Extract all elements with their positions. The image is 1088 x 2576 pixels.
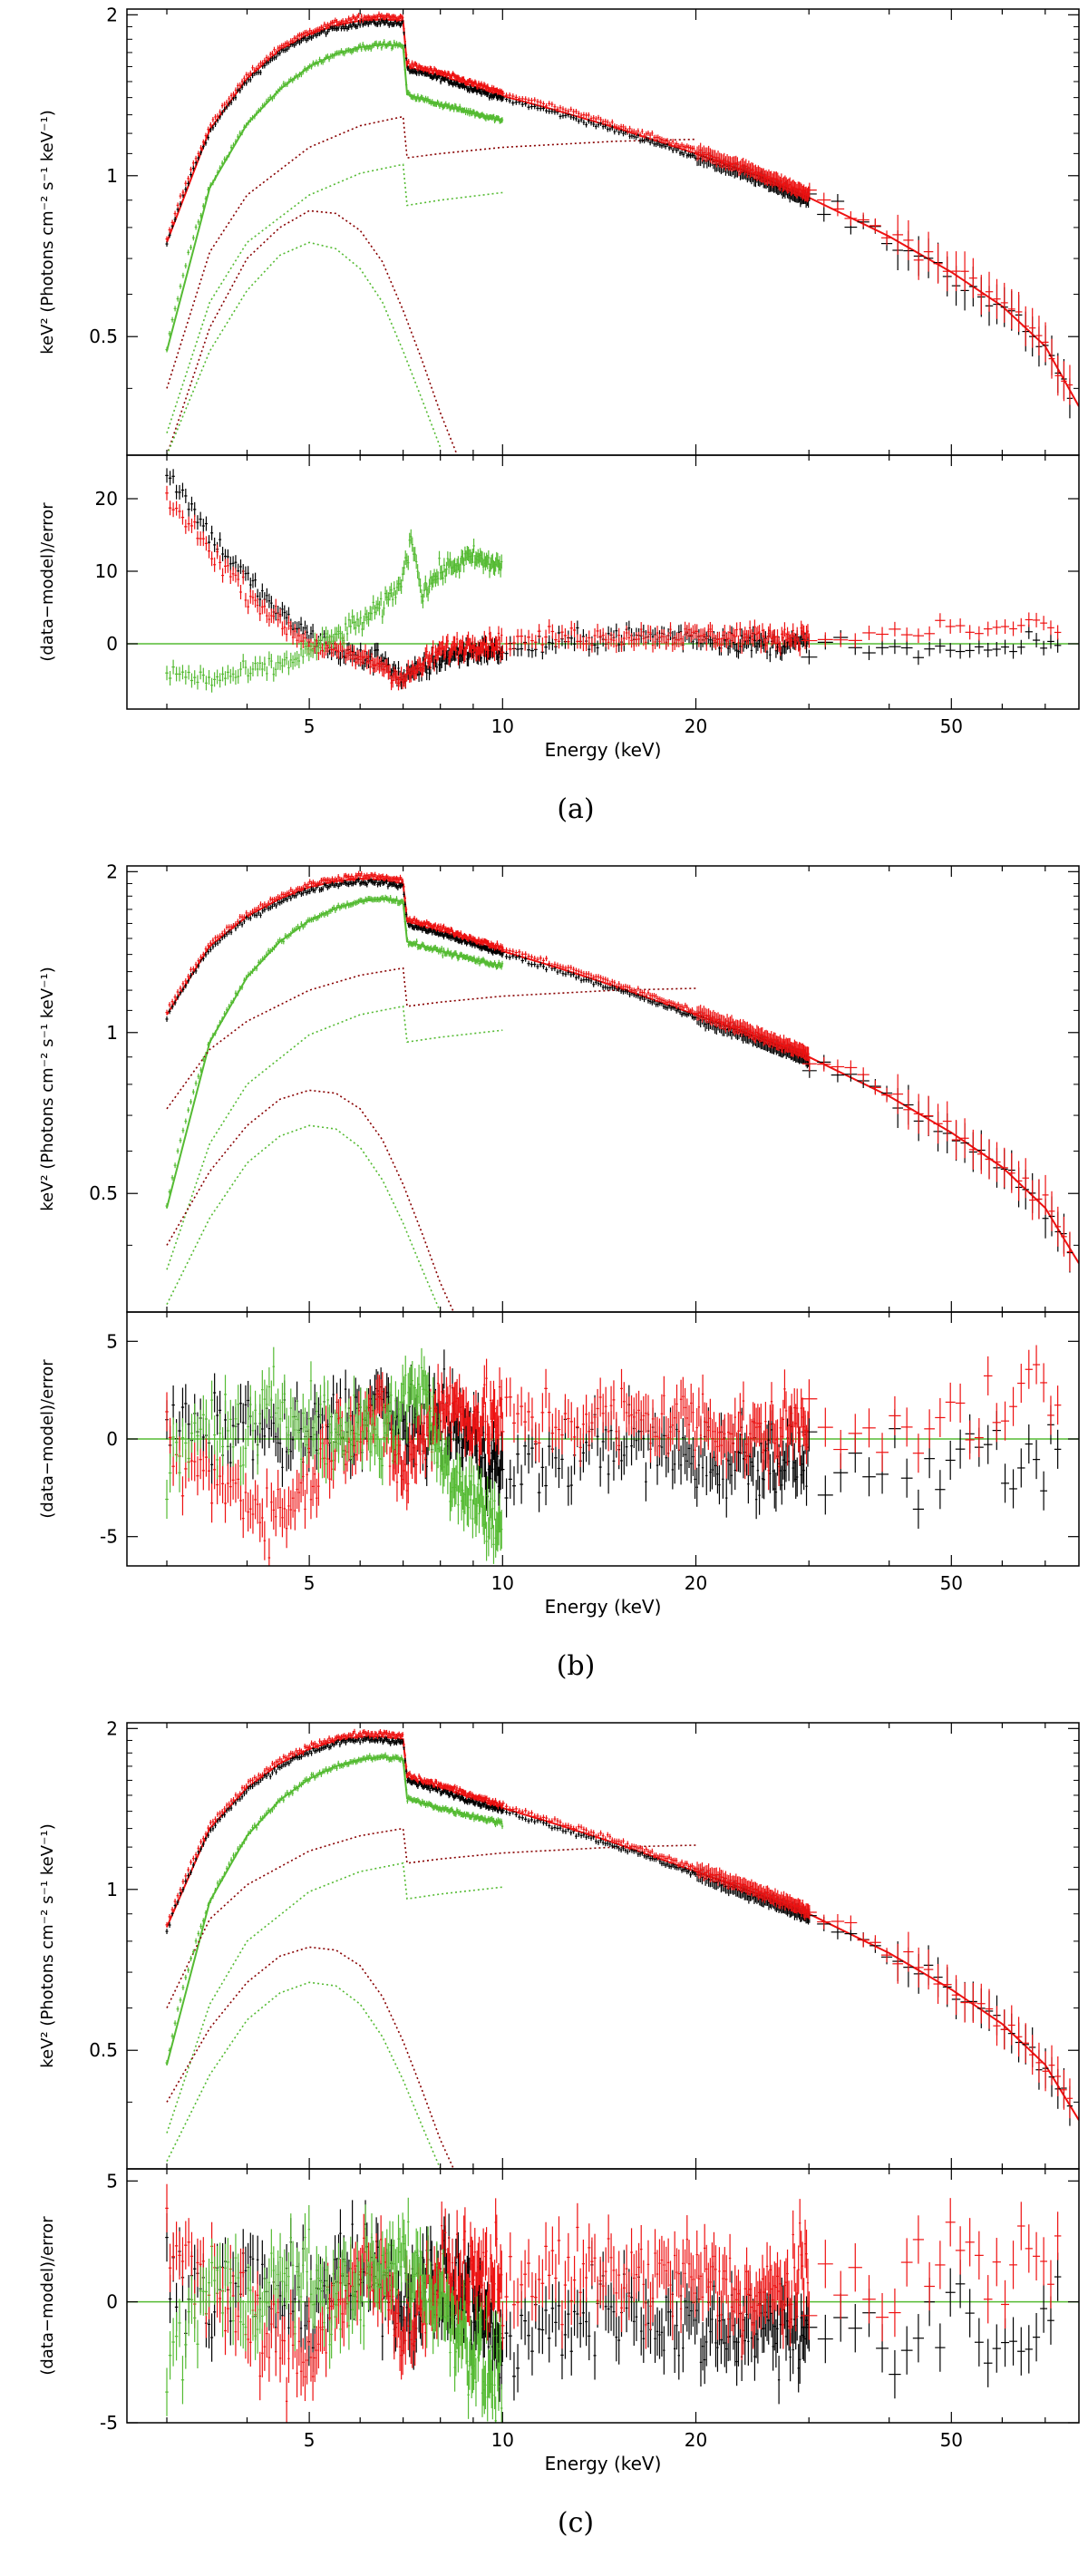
spectrum-plot-area [165, 870, 1079, 1312]
model-line-total-model-black-red- [166, 878, 1079, 1264]
data-points-black [165, 17, 1073, 419]
residual-frame [126, 454, 1080, 710]
y-tick-label: 2 [106, 4, 118, 25]
y-tick-label: 20 [95, 488, 118, 510]
y-axis-label-top: keV² (Photons cm⁻² s⁻¹ keV⁻¹) [38, 110, 57, 355]
model-line-total-model-black-red- [166, 18, 1079, 407]
spectrum-frame [126, 8, 1080, 456]
y-tick-label: 0.5 [89, 326, 118, 347]
residual-plot-area [127, 468, 1079, 693]
model-line-disk-component-green- [166, 1124, 442, 1312]
y-tick-label: 10 [95, 560, 118, 582]
model-line-total-model-green- [166, 43, 503, 352]
x-tick-label: 20 [685, 715, 707, 737]
residuals-green [165, 529, 503, 693]
y-tick-label: 0 [106, 633, 118, 655]
x-tick-label: 10 [491, 715, 514, 737]
model-line-disk-component [166, 1089, 455, 1312]
panel-caption: (a) [557, 793, 594, 825]
model-line-disk-component [166, 209, 459, 455]
data-points-green [165, 39, 504, 353]
data-points-black [165, 877, 1073, 1273]
residuals-black [165, 468, 1062, 690]
spectrum-plot-area [165, 11, 1079, 455]
model-line-disk-component-green- [166, 241, 442, 455]
model-line-continuum-component-green- [166, 1005, 503, 1270]
y-tick-label: 1 [106, 165, 118, 187]
x-tick-label: 50 [940, 715, 963, 737]
model-line-continuum-component-green- [166, 163, 503, 433]
model-line-continuum-component [166, 967, 696, 1110]
x-axis-label: Energy (keV) [545, 739, 662, 761]
data-points-red [165, 11, 1073, 405]
y-axis-label-bottom: (data−model)/error [38, 502, 57, 662]
x-tick-label: 5 [304, 715, 316, 737]
residuals-red [165, 485, 1062, 691]
model-line-continuum-component [166, 115, 696, 389]
